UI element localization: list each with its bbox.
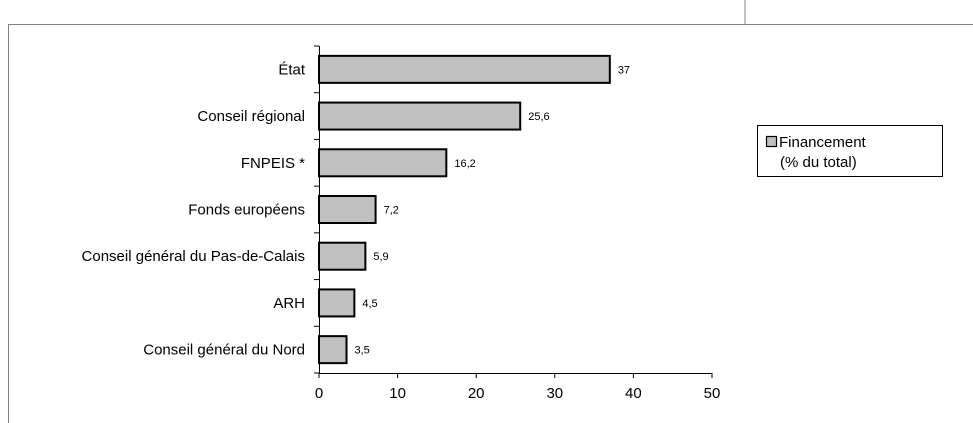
category-label: Conseil général du Nord: [143, 342, 305, 359]
data-label: 25,6: [528, 111, 549, 123]
data-label: 4,5: [362, 298, 377, 310]
x-tick-label: 30: [546, 385, 563, 402]
bar: [318, 148, 448, 178]
x-tick-label: 20: [468, 385, 485, 402]
x-tick-label: 50: [704, 385, 721, 402]
bar: [318, 54, 611, 84]
x-tick-label: 10: [389, 385, 406, 402]
plot-area: 0 10 20 30 40 50 État 37 Conseil régional 25,6 FNP…: [82, 45, 721, 402]
data-label: 5,9: [373, 251, 388, 263]
data-label: 7,2: [384, 205, 399, 217]
bar: [318, 288, 356, 318]
legend: Financement (% du total): [757, 125, 943, 177]
data-label: 37: [618, 64, 630, 76]
data-label: 16,2: [454, 158, 475, 170]
legend-swatch: [765, 135, 778, 148]
category-label: ARH: [273, 295, 305, 312]
data-label: 3,5: [355, 345, 370, 357]
bar: [318, 101, 522, 131]
legend-box: [757, 125, 943, 177]
category-label: Conseil général du Pas-de-Calais: [82, 248, 305, 265]
category-label: État: [278, 61, 306, 78]
x-tick-label: 40: [625, 385, 642, 402]
legend-label-line1: Financement: [779, 134, 867, 151]
legend-label-line2: (% du total): [780, 154, 857, 171]
x-tick-label: 0: [315, 385, 323, 402]
category-label: FNPEIS *: [241, 155, 305, 172]
bar: [318, 195, 377, 224]
category-label: Conseil régional: [197, 108, 305, 125]
bar: [318, 335, 348, 365]
category-label: Fonds européens: [188, 202, 305, 219]
bar: [318, 241, 367, 271]
